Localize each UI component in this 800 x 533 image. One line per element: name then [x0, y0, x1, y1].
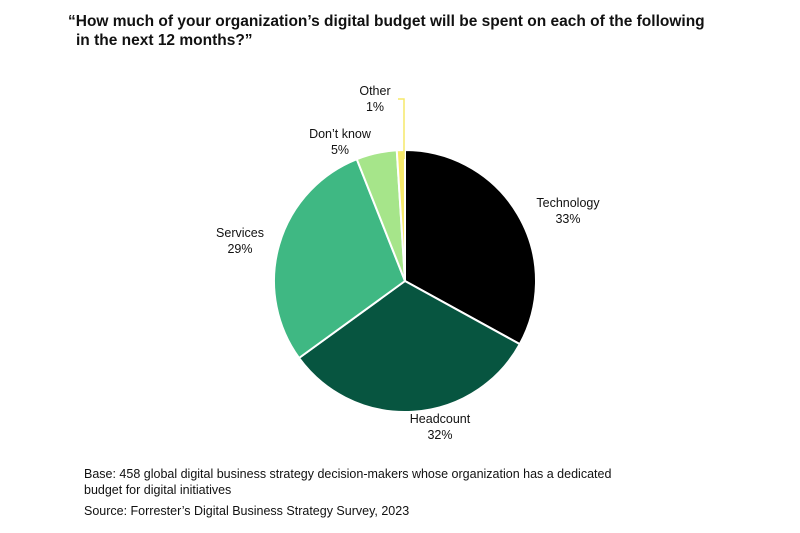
slice-value-headcount: 32% [427, 428, 452, 442]
slice-label-headcount: Headcount [410, 412, 471, 426]
chart-title-line-1: “How much of your organization’s digital… [68, 13, 705, 30]
pie-slice-other [395, 148, 406, 282]
slice-label-technology: Technology [536, 196, 600, 210]
slice-value-don-t-know: 5% [331, 143, 349, 157]
slice-label-other: Other [359, 84, 390, 98]
leader-line-other [398, 98, 405, 159]
pie-slice-technology [404, 148, 538, 346]
slice-value-technology: 33% [555, 212, 580, 226]
slice-label-services: Services [216, 226, 264, 240]
chart-title: “How much of your organization’s digital… [68, 12, 768, 50]
chart-title-line-2: in the next 12 months?” [76, 32, 253, 49]
chart-footer: Base: 458 global digital business strate… [84, 466, 704, 519]
slice-label-don-t-know: Don’t know [309, 127, 372, 141]
source-note: Source: Forrester’s Digital Business Str… [84, 504, 410, 518]
slice-value-other: 1% [366, 100, 384, 114]
pie-slice-headcount [297, 279, 522, 413]
base-note-line-2: budget for digital initiatives [84, 483, 232, 497]
slice-value-services: 29% [227, 242, 252, 256]
base-note-line-1: Base: 458 global digital business strate… [84, 467, 612, 481]
pie-slice-services [273, 157, 407, 360]
